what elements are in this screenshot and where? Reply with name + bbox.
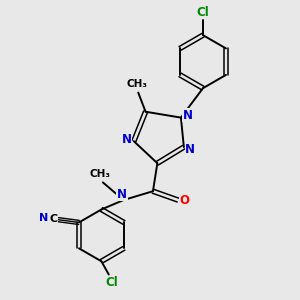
Text: N: N: [39, 213, 48, 223]
Text: O: O: [179, 194, 190, 207]
Text: Cl: Cl: [105, 276, 118, 289]
Text: CH₃: CH₃: [89, 169, 110, 179]
Text: N: N: [185, 143, 195, 156]
Text: N: N: [122, 133, 131, 146]
Text: CH₃: CH₃: [126, 79, 147, 89]
Text: N: N: [182, 109, 192, 122]
Text: Cl: Cl: [196, 6, 209, 19]
Text: C: C: [49, 214, 57, 224]
Text: N: N: [117, 188, 127, 201]
